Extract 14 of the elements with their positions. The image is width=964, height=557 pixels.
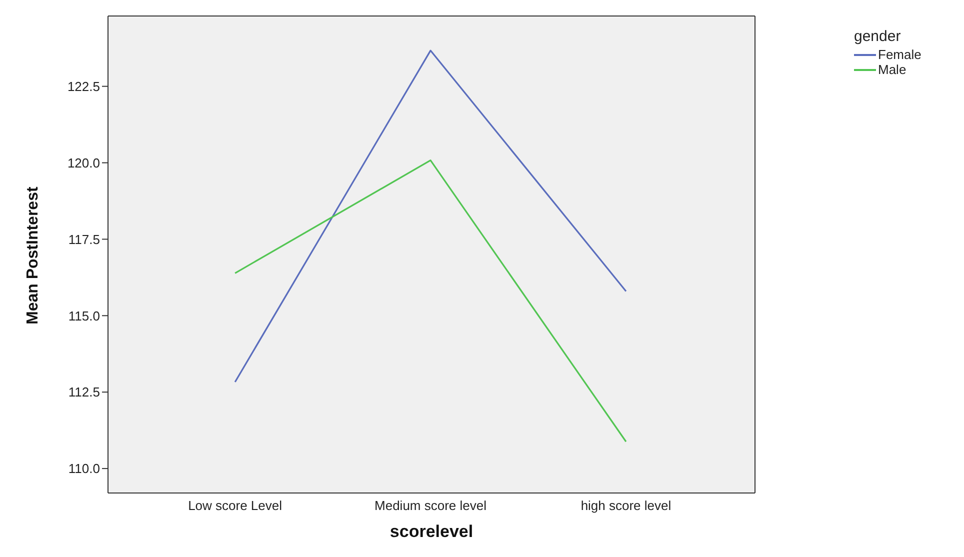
legend-label: Female [878, 47, 922, 62]
y-tick-label: 115.0 [68, 308, 100, 324]
y-axis-title: Mean PostInterest [24, 186, 42, 324]
y-tick-label: 120.0 [67, 155, 100, 170]
x-tick-label: Low score Level [188, 498, 282, 514]
y-tick-label: 112.5 [68, 384, 100, 400]
x-tick-label: Medium score level [374, 498, 487, 514]
y-tick-label: 122.5 [67, 78, 100, 94]
x-tick-label: high score level [580, 498, 672, 514]
y-tick-label: 110.0 [68, 461, 100, 476]
legend-title: gender [854, 28, 902, 45]
x-axis-title: scorelevel [390, 522, 474, 541]
y-tick-label: 117.5 [68, 232, 100, 247]
legend-label: Male [878, 62, 906, 77]
